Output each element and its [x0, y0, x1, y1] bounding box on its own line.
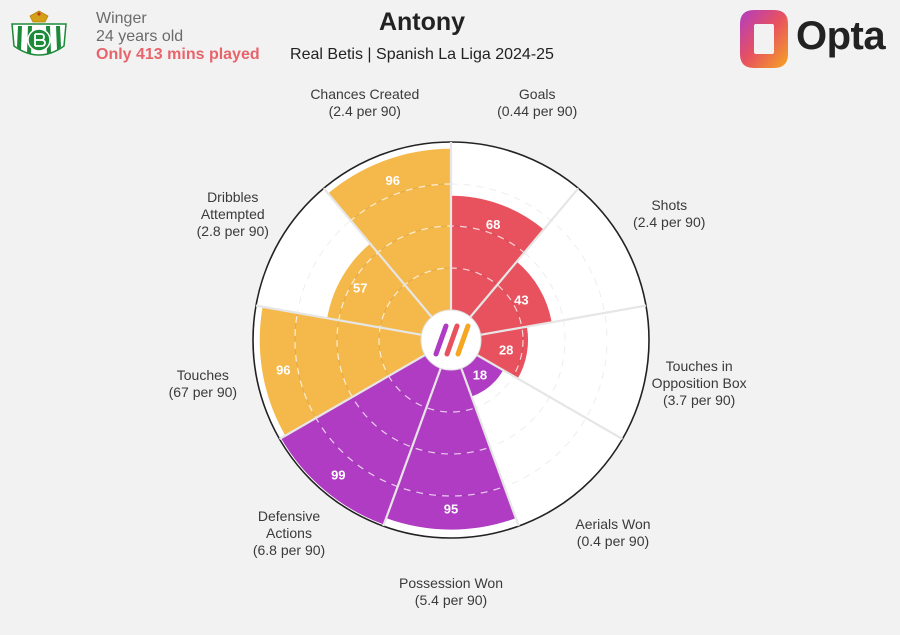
segment-divider — [322, 187, 433, 318]
metric-label: Possession Won (5.4 per 90) — [399, 575, 503, 609]
bar-chances-created — [328, 148, 451, 318]
value-label: 68 — [486, 217, 500, 232]
gridline-ring-shadow — [378, 267, 524, 413]
value-label: 18 — [473, 367, 487, 382]
metric-rate: (2.4 per 90) — [328, 103, 401, 120]
bar-touches — [259, 306, 426, 436]
value-label: 96 — [276, 363, 290, 378]
metric-name: Actions — [266, 524, 312, 541]
bar-defensive-actions — [280, 355, 441, 525]
club-crest-logo — [11, 10, 67, 56]
center-logo-stroke — [444, 323, 460, 357]
metric-rate: (0.44 per 90) — [497, 103, 578, 120]
metric-rate: (6.8 per 90) — [252, 541, 326, 558]
bar-dribbles-attempted — [327, 243, 432, 335]
segment-divider — [382, 367, 442, 527]
center-logo-stroke — [433, 323, 449, 357]
metric-rate: (2.8 per 90) — [196, 222, 269, 239]
segment-divider — [460, 367, 520, 527]
metric-label: Shots (2.4 per 90) — [633, 197, 705, 231]
metric-name: Opposition Box — [651, 375, 747, 392]
bar-aerials-won — [461, 355, 504, 397]
minutes-warning: Only 413 mins played — [96, 46, 260, 63]
value-label: 57 — [353, 281, 367, 296]
opta-wordmark: Opta — [796, 14, 886, 58]
metric-label: Defensive Actions (6.8 per 90) — [253, 508, 325, 559]
metric-label: Chances Created (2.4 per 90) — [310, 86, 419, 120]
value-label: 96 — [386, 173, 400, 188]
segment-divider — [255, 304, 422, 336]
metric-name: Touches in — [665, 358, 733, 375]
metric-rate: (0.4 per 90) — [576, 533, 650, 550]
metric-label: Touches (67 per 90) — [169, 367, 237, 401]
metric-rate: (5.4 per 90) — [414, 592, 488, 608]
metric-name: Dribbles — [207, 188, 259, 205]
gridline-ring-shadow — [336, 225, 566, 455]
value-label: 95 — [444, 502, 458, 517]
metric-name: Shots — [651, 197, 688, 213]
player-meta: Winger 24 years old Only 413 mins played — [96, 10, 260, 64]
segment-divider — [480, 304, 647, 336]
metric-label: Aerials Won (0.4 per 90) — [575, 516, 650, 550]
bar-shots — [470, 261, 552, 335]
value-label: 99 — [331, 467, 345, 482]
opta-logo-icon — [740, 10, 788, 68]
player-position: Winger — [96, 10, 147, 27]
bar-touches-in-opposition-box — [476, 326, 529, 379]
value-label: 28 — [499, 343, 513, 358]
metric-label: Goals (0.44 per 90) — [497, 86, 577, 120]
page-subtitle: Real Betis | Spanish La Liga 2024-25 — [290, 46, 554, 63]
metric-name: Possession Won — [398, 575, 504, 591]
segment-divider — [469, 187, 580, 318]
value-label: 43 — [514, 292, 528, 307]
metric-name: Defensive — [257, 507, 321, 524]
page-title: Antony — [378, 8, 466, 36]
metric-rate: (67 per 90) — [168, 383, 238, 400]
bar-goals — [451, 195, 544, 318]
metric-label: Touches in Opposition Box (3.7 per 90) — [652, 358, 747, 409]
center-logo-stroke — [455, 323, 471, 357]
player-age: 24 years old — [96, 28, 184, 45]
opta-brand: Opta — [734, 6, 894, 72]
metric-name: Attempted — [200, 205, 265, 222]
metric-name: Goals — [518, 86, 556, 103]
metric-label: Dribbles Attempted (2.8 per 90) — [197, 189, 269, 240]
metric-rate: (3.7 per 90) — [662, 392, 736, 409]
segment-divider — [278, 354, 426, 440]
metric-rate: (2.4 per 90) — [633, 214, 706, 230]
segment-divider — [476, 354, 624, 440]
metric-name: Chances Created — [310, 86, 420, 103]
metric-name: Aerials Won — [575, 516, 651, 533]
metric-name: Touches — [176, 366, 229, 383]
bar-possession-won — [386, 368, 516, 530]
